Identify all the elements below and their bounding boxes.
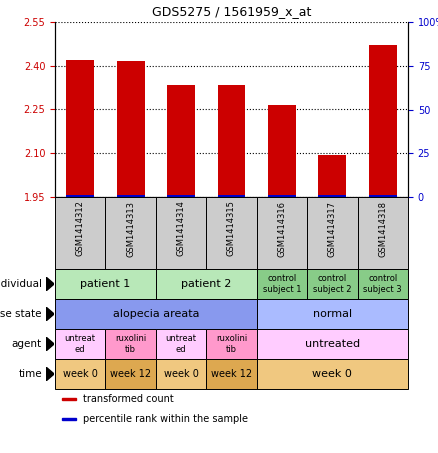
Bar <box>268 105 296 197</box>
Bar <box>55 359 106 389</box>
Polygon shape <box>46 307 54 321</box>
Bar <box>156 359 206 389</box>
Text: patient 2: patient 2 <box>181 279 231 289</box>
Bar <box>55 329 106 359</box>
Text: GSM1414315: GSM1414315 <box>227 201 236 256</box>
Bar <box>206 329 257 359</box>
Text: GSM1414318: GSM1414318 <box>378 201 387 256</box>
Text: time: time <box>18 369 42 379</box>
Bar <box>66 60 94 197</box>
Bar <box>257 269 307 299</box>
Bar <box>156 269 257 299</box>
Bar <box>369 195 397 197</box>
Bar <box>62 398 76 400</box>
Text: patient 1: patient 1 <box>80 279 131 289</box>
Bar <box>218 85 245 197</box>
Bar <box>66 195 94 197</box>
Bar <box>257 329 408 359</box>
Text: week 12: week 12 <box>110 369 151 379</box>
Polygon shape <box>46 277 54 291</box>
Text: control
subject 3: control subject 3 <box>364 275 402 294</box>
Text: control
subject 1: control subject 1 <box>263 275 301 294</box>
Bar <box>369 45 397 197</box>
Bar <box>206 359 257 389</box>
Bar <box>257 359 408 389</box>
Text: disease state: disease state <box>0 309 42 319</box>
Text: untreat
ed: untreat ed <box>65 334 96 354</box>
Text: week 0: week 0 <box>164 369 198 379</box>
Bar <box>55 197 106 269</box>
Text: agent: agent <box>12 339 42 349</box>
Text: GSM1414317: GSM1414317 <box>328 201 337 256</box>
Bar <box>357 197 408 269</box>
Bar <box>106 329 156 359</box>
Bar <box>106 197 156 269</box>
Bar <box>257 299 408 329</box>
Title: GDS5275 / 1561959_x_at: GDS5275 / 1561959_x_at <box>152 5 311 18</box>
Text: GSM1414316: GSM1414316 <box>277 201 286 256</box>
Text: week 12: week 12 <box>211 369 252 379</box>
Bar <box>307 197 357 269</box>
Text: ruxolini
tib: ruxolini tib <box>216 334 247 354</box>
Bar <box>117 61 145 197</box>
Bar <box>156 329 206 359</box>
Bar <box>206 197 257 269</box>
Text: transformed count: transformed count <box>83 394 174 404</box>
Bar <box>55 299 257 329</box>
Text: alopecia areata: alopecia areata <box>113 309 199 319</box>
Bar <box>307 269 357 299</box>
Text: individual: individual <box>0 279 42 289</box>
Polygon shape <box>46 367 54 381</box>
Text: week 0: week 0 <box>312 369 352 379</box>
Bar <box>167 85 195 197</box>
Bar <box>268 195 296 197</box>
Text: GSM1414312: GSM1414312 <box>76 201 85 256</box>
Text: percentile rank within the sample: percentile rank within the sample <box>83 414 248 424</box>
Bar <box>218 195 245 197</box>
Bar <box>318 195 346 197</box>
Text: GSM1414313: GSM1414313 <box>126 201 135 256</box>
Bar <box>117 195 145 197</box>
Text: untreat
ed: untreat ed <box>166 334 197 354</box>
Text: normal: normal <box>313 309 352 319</box>
Polygon shape <box>46 337 54 351</box>
Bar <box>357 269 408 299</box>
Text: GSM1414314: GSM1414314 <box>177 201 186 256</box>
Bar <box>318 155 346 197</box>
Text: untreated: untreated <box>305 339 360 349</box>
Text: week 0: week 0 <box>63 369 98 379</box>
Bar <box>106 359 156 389</box>
Bar <box>62 418 76 420</box>
Bar <box>257 197 307 269</box>
Bar <box>167 195 195 197</box>
Text: ruxolini
tib: ruxolini tib <box>115 334 146 354</box>
Bar <box>55 269 156 299</box>
Bar <box>156 197 206 269</box>
Text: control
subject 2: control subject 2 <box>313 275 352 294</box>
